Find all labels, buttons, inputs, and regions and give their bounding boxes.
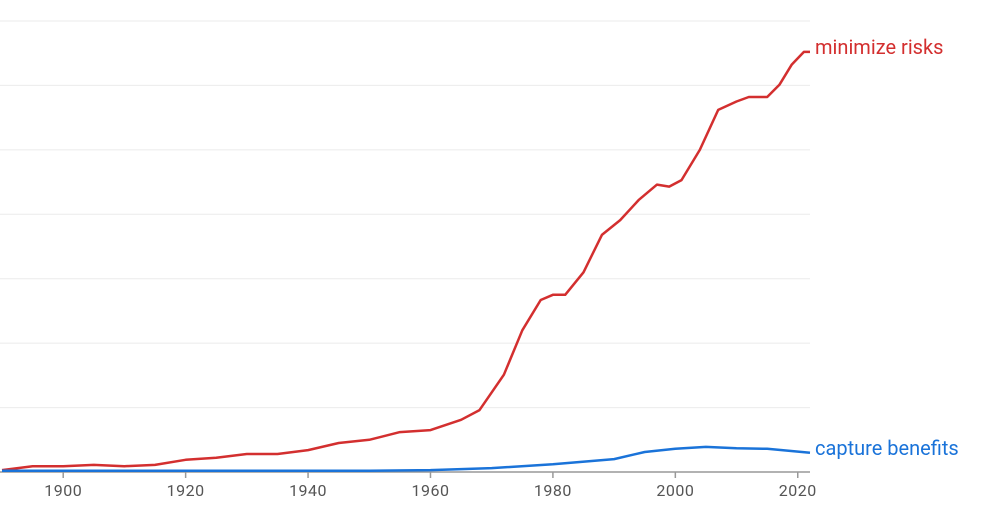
x-tick-label: 1920 [167, 481, 205, 500]
x-tick-label: 1900 [44, 481, 82, 500]
series-line [1, 50, 810, 472]
x-tick-label: 1960 [412, 481, 450, 500]
x-tick-label: 2020 [779, 481, 817, 500]
x-tick-label: 2000 [656, 481, 694, 500]
series-line [2, 445, 811, 472]
series-label: capture benefits [815, 436, 959, 460]
series-label: minimize risks [815, 35, 943, 59]
x-tick-label: 1940 [289, 481, 327, 500]
x-tick-label: 1980 [534, 481, 572, 500]
